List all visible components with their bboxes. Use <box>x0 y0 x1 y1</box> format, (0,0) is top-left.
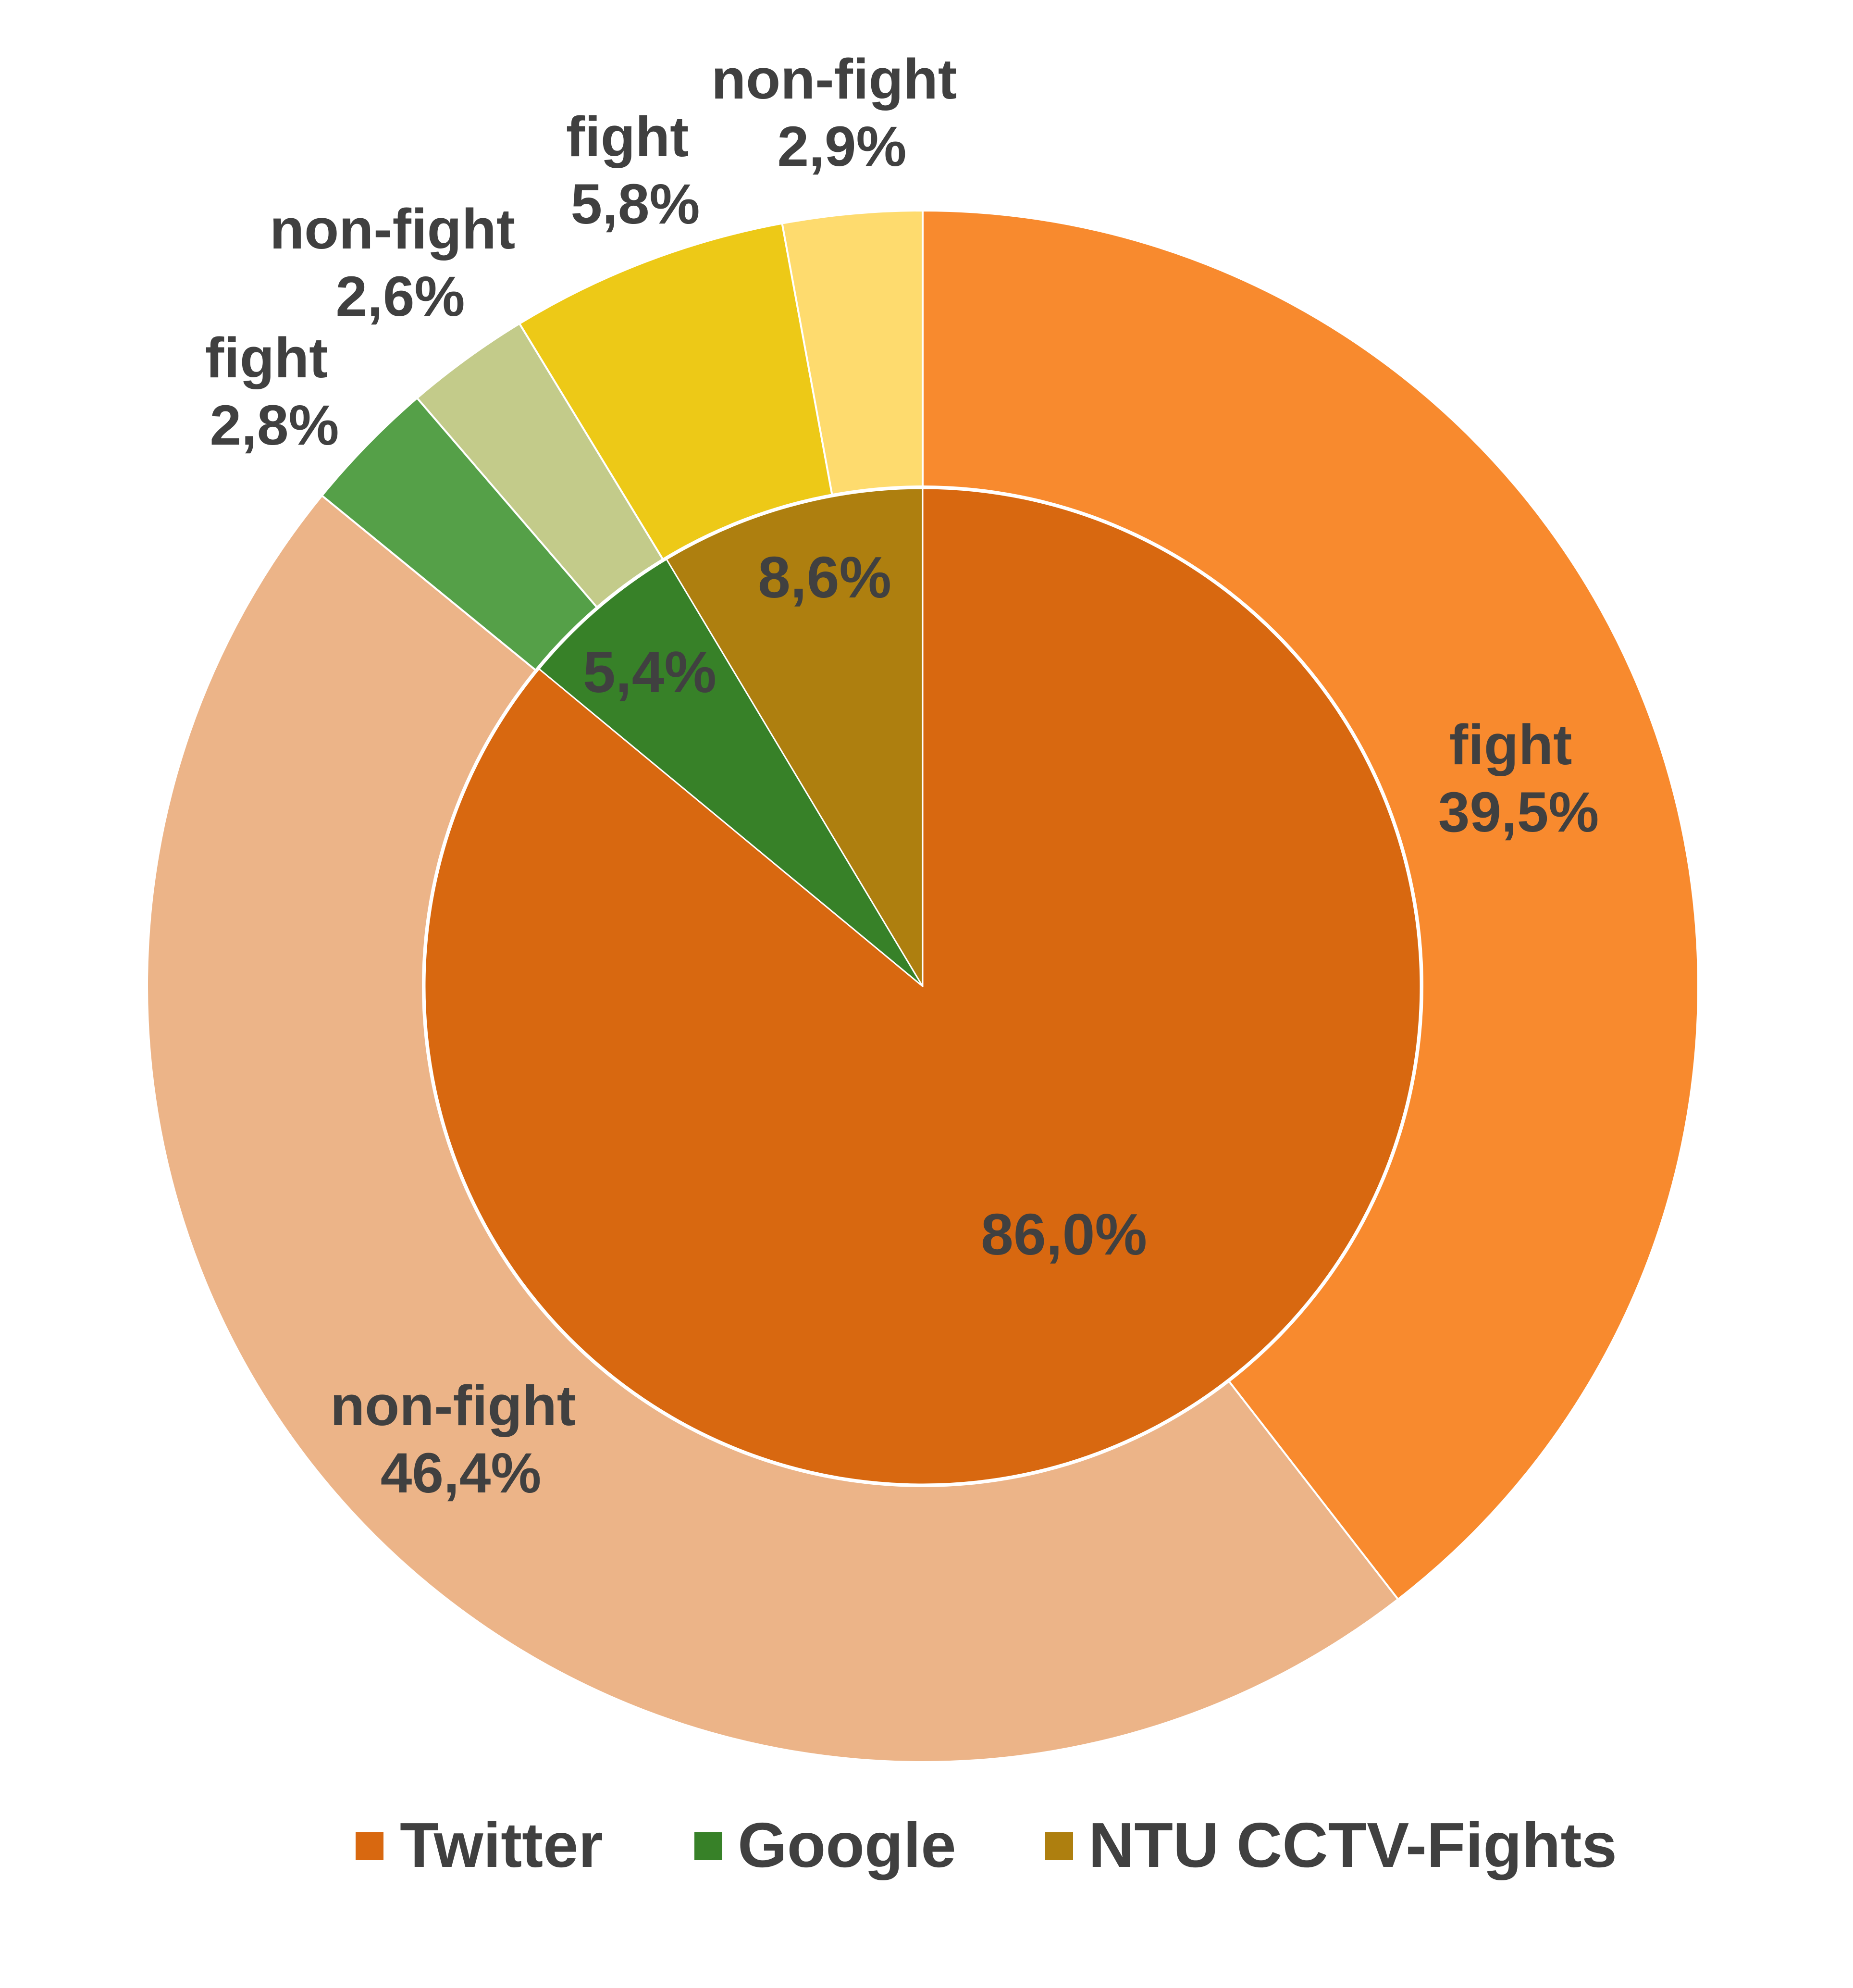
label-google-total: 5,4% <box>583 639 716 705</box>
label-ntu-total: 8,6% <box>758 545 891 610</box>
legend-label-ntu-cctv-fights: NTU CCTV-Fights <box>1088 1810 1617 1880</box>
label-twitter-non-fight: non-fight 46,4% <box>330 1374 592 1505</box>
inner-labels: 86,0% 5,4% 8,6% <box>583 545 1147 1267</box>
legend-item-twitter[interactable]: Twitter <box>356 1810 603 1880</box>
label-twitter-fight: fight 39,5% <box>1438 713 1599 844</box>
label-twitter-total: 86,0% <box>981 1202 1147 1267</box>
outer-labels: fight 39,5% non-fight 46,4% fight 2,8% n… <box>205 48 1599 1505</box>
label-ntu-non-fight: non-fight 2,9% <box>711 48 973 178</box>
inner-ring <box>422 485 1423 1487</box>
label-google-fight: fight 2,8% <box>205 326 344 457</box>
legend-label-google: Google <box>738 1810 956 1880</box>
inner-ntu-cctv-fights-slice[interactable] <box>666 487 924 987</box>
legend-item-ntu-cctv-fights[interactable]: NTU CCTV-Fights <box>1045 1810 1617 1880</box>
legend: Twitter Google NTU CCTV-Fights <box>356 1810 1617 1880</box>
label-google-non-fight: non-fight 2,6% <box>270 198 531 328</box>
legend-item-google[interactable]: Google <box>694 1810 956 1880</box>
label-ntu-fight: fight 5,8% <box>566 105 704 236</box>
legend-swatch-ntu-cctv-fights <box>1045 1832 1073 1860</box>
legend-swatch-twitter <box>356 1832 383 1860</box>
inner-google-slice[interactable] <box>538 559 924 987</box>
legend-swatch-google <box>694 1832 722 1860</box>
legend-label-twitter: Twitter <box>400 1810 603 1880</box>
